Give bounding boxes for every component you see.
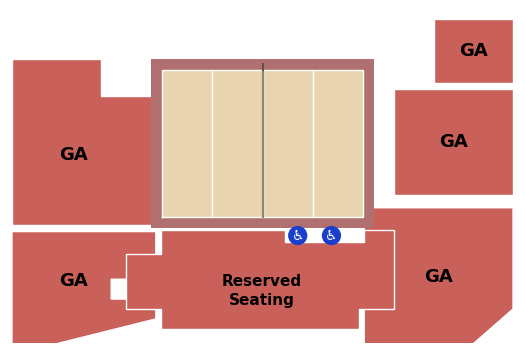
Polygon shape (12, 232, 156, 344)
Circle shape (322, 227, 340, 245)
Text: GA: GA (424, 268, 453, 286)
Text: Reserved
Seating: Reserved Seating (222, 274, 302, 308)
Bar (151, 59, 374, 228)
Polygon shape (394, 89, 513, 195)
Circle shape (289, 227, 307, 245)
Bar (162, 70, 363, 217)
Text: GA: GA (439, 133, 468, 151)
Text: GA: GA (59, 272, 88, 290)
Polygon shape (364, 208, 513, 344)
Polygon shape (434, 19, 513, 83)
Text: GA: GA (459, 42, 488, 60)
Text: ♿: ♿ (325, 228, 338, 242)
Text: GA: GA (59, 146, 88, 164)
Text: ♿: ♿ (291, 228, 304, 242)
Polygon shape (12, 59, 156, 225)
Polygon shape (126, 230, 394, 329)
